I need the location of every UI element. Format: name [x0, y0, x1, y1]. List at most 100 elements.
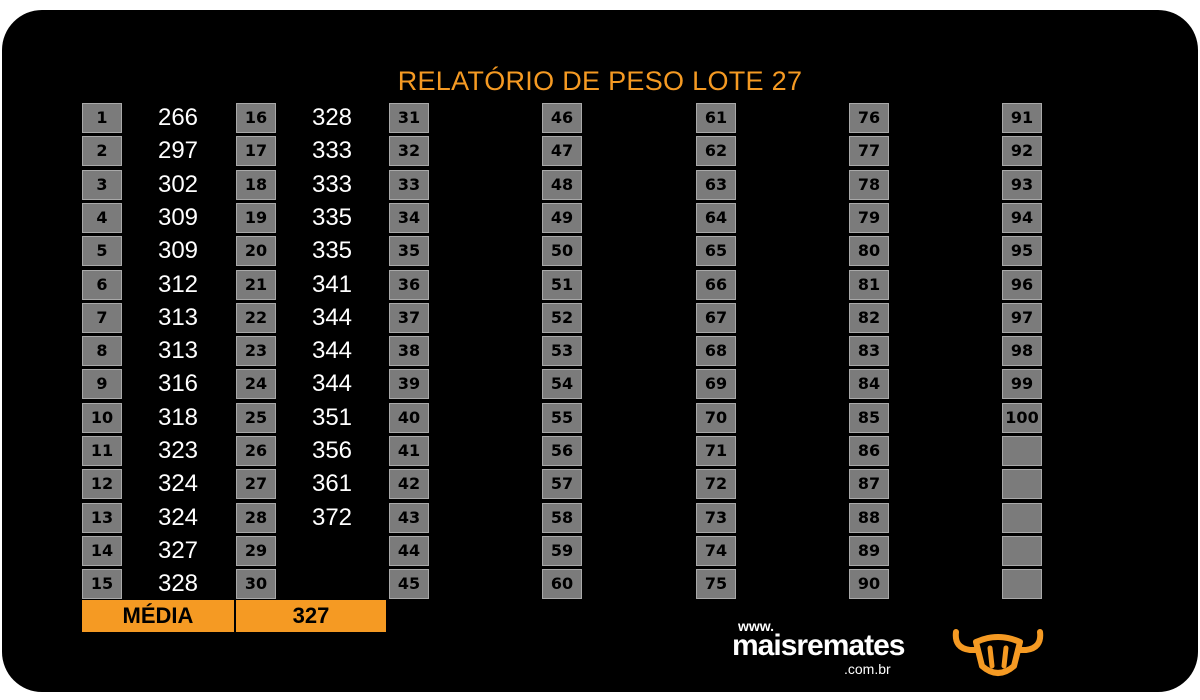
- lot-number-cell: 42: [389, 469, 429, 500]
- lot-number-cell: 69: [696, 369, 736, 400]
- weight-value: 324: [157, 470, 199, 498]
- lot-number-cell: 30: [236, 569, 276, 600]
- weight-value: 302: [157, 170, 199, 198]
- average-value: 327: [236, 600, 386, 632]
- weight-value: 356: [311, 437, 353, 464]
- weight-value: 361: [311, 470, 353, 498]
- weight-value: 318: [157, 403, 199, 431]
- lot-number-cell: 34: [389, 202, 429, 233]
- lot-number-cell: 41: [389, 436, 429, 466]
- lot-number-cell: 6: [82, 269, 122, 300]
- lot-number-cell: 5: [82, 236, 122, 267]
- weight-value: 335: [311, 203, 353, 231]
- lot-number-cell: 38: [389, 336, 429, 367]
- lot-number-cell: 79: [849, 202, 889, 233]
- lot-number-cell: 14: [82, 535, 122, 566]
- weight-value: 316: [157, 370, 199, 398]
- lot-number-cell: 93: [1002, 169, 1042, 200]
- weight-value: [292, 536, 372, 566]
- weight-value: 309: [157, 237, 199, 265]
- lot-number-cell: 25: [236, 402, 276, 433]
- lot-number-cell: 2: [82, 136, 122, 167]
- lot-number-cell: 8: [82, 336, 122, 367]
- lot-number-cell: 57: [542, 469, 582, 500]
- logo-www: www.: [738, 618, 775, 634]
- lot-number-cell: 88: [849, 502, 889, 533]
- weight-value: 341: [311, 270, 353, 298]
- lot-number-cell: 81: [849, 269, 889, 300]
- lot-number-cell: [1002, 569, 1042, 600]
- lot-number-cell: 43: [389, 502, 429, 533]
- lot-number-cell: 95: [1002, 236, 1042, 267]
- lot-number-cell: 46: [542, 103, 582, 133]
- weight-value: 335: [311, 237, 353, 265]
- lot-number-cell: 22: [236, 302, 276, 333]
- lot-number-cell: 56: [542, 436, 582, 466]
- lot-number-cell: 74: [696, 535, 736, 566]
- lot-number-cell: 35: [389, 236, 429, 267]
- lot-number-cell: 84: [849, 369, 889, 400]
- weight-value: 266: [157, 104, 199, 131]
- weight-value: 344: [311, 370, 353, 398]
- lot-number-cell: 59: [542, 535, 582, 566]
- lot-number-cell: 100: [1002, 402, 1042, 433]
- lot-number-cell: [1002, 469, 1042, 500]
- weight-value: 328: [311, 104, 353, 131]
- lot-number-cell: 9: [82, 369, 122, 400]
- weight-value: 351: [311, 403, 353, 431]
- lot-number-cell: 86: [849, 436, 889, 466]
- lot-number-cell: 82: [849, 302, 889, 333]
- lot-number-cell: 70: [696, 402, 736, 433]
- lot-number-cell: 23: [236, 336, 276, 367]
- weight-value: 313: [157, 303, 199, 331]
- weight-value: 372: [311, 503, 353, 531]
- lot-number-cell: 36: [389, 269, 429, 300]
- lot-number-cell: 15: [82, 569, 122, 600]
- weight-value: 344: [311, 337, 353, 365]
- lot-number-cell: 50: [542, 236, 582, 267]
- lot-number-cell: 72: [696, 469, 736, 500]
- lot-number-cell: 85: [849, 402, 889, 433]
- lot-number-cell: 10: [82, 402, 122, 433]
- weight-value: 333: [311, 170, 353, 198]
- weight-value: 309: [157, 203, 199, 231]
- logo-name: maisremates: [732, 629, 905, 662]
- lot-number-cell: 67: [696, 302, 736, 333]
- weight-value: 297: [157, 137, 199, 165]
- lot-number-cell: 31: [389, 103, 429, 133]
- weight-value: 344: [311, 303, 353, 331]
- lot-number-cell: 63: [696, 169, 736, 200]
- lot-number-cell: 71: [696, 436, 736, 466]
- logo-domain: .com.br: [844, 661, 891, 677]
- weight-value: 323: [157, 437, 199, 464]
- lot-number-cell: 37: [389, 302, 429, 333]
- lot-number-cell: 94: [1002, 202, 1042, 233]
- lot-number-cell: 44: [389, 535, 429, 566]
- lot-number-cell: 45: [389, 569, 429, 600]
- lot-number-cell: 83: [849, 336, 889, 367]
- lot-number-cell: 89: [849, 535, 889, 566]
- average-label: MÉDIA: [82, 600, 234, 632]
- lot-number-cell: 49: [542, 202, 582, 233]
- lot-number-cell: 76: [849, 103, 889, 133]
- lot-number-cell: 75: [696, 569, 736, 600]
- lot-number-cell: 20: [236, 236, 276, 267]
- lot-number-cell: 80: [849, 236, 889, 267]
- lot-number-cell: 32: [389, 136, 429, 167]
- lot-number-cell: 17: [236, 136, 276, 167]
- lot-number-cell: 11: [82, 436, 122, 466]
- lot-number-cell: 40: [389, 402, 429, 433]
- weight-value: 324: [157, 503, 199, 531]
- lot-number-cell: 66: [696, 269, 736, 300]
- lot-number-cell: 3: [82, 169, 122, 200]
- weight-value: 328: [157, 570, 199, 598]
- lot-number-cell: 91: [1002, 103, 1042, 133]
- lot-number-cell: 1: [82, 103, 122, 133]
- lot-number-cell: 28: [236, 502, 276, 533]
- lot-number-cell: 96: [1002, 269, 1042, 300]
- lot-number-cell: 73: [696, 502, 736, 533]
- lot-number-cell: 58: [542, 502, 582, 533]
- lot-number-cell: 12: [82, 469, 122, 500]
- lot-number-cell: 13: [82, 502, 122, 533]
- weight-value: 313: [157, 337, 199, 365]
